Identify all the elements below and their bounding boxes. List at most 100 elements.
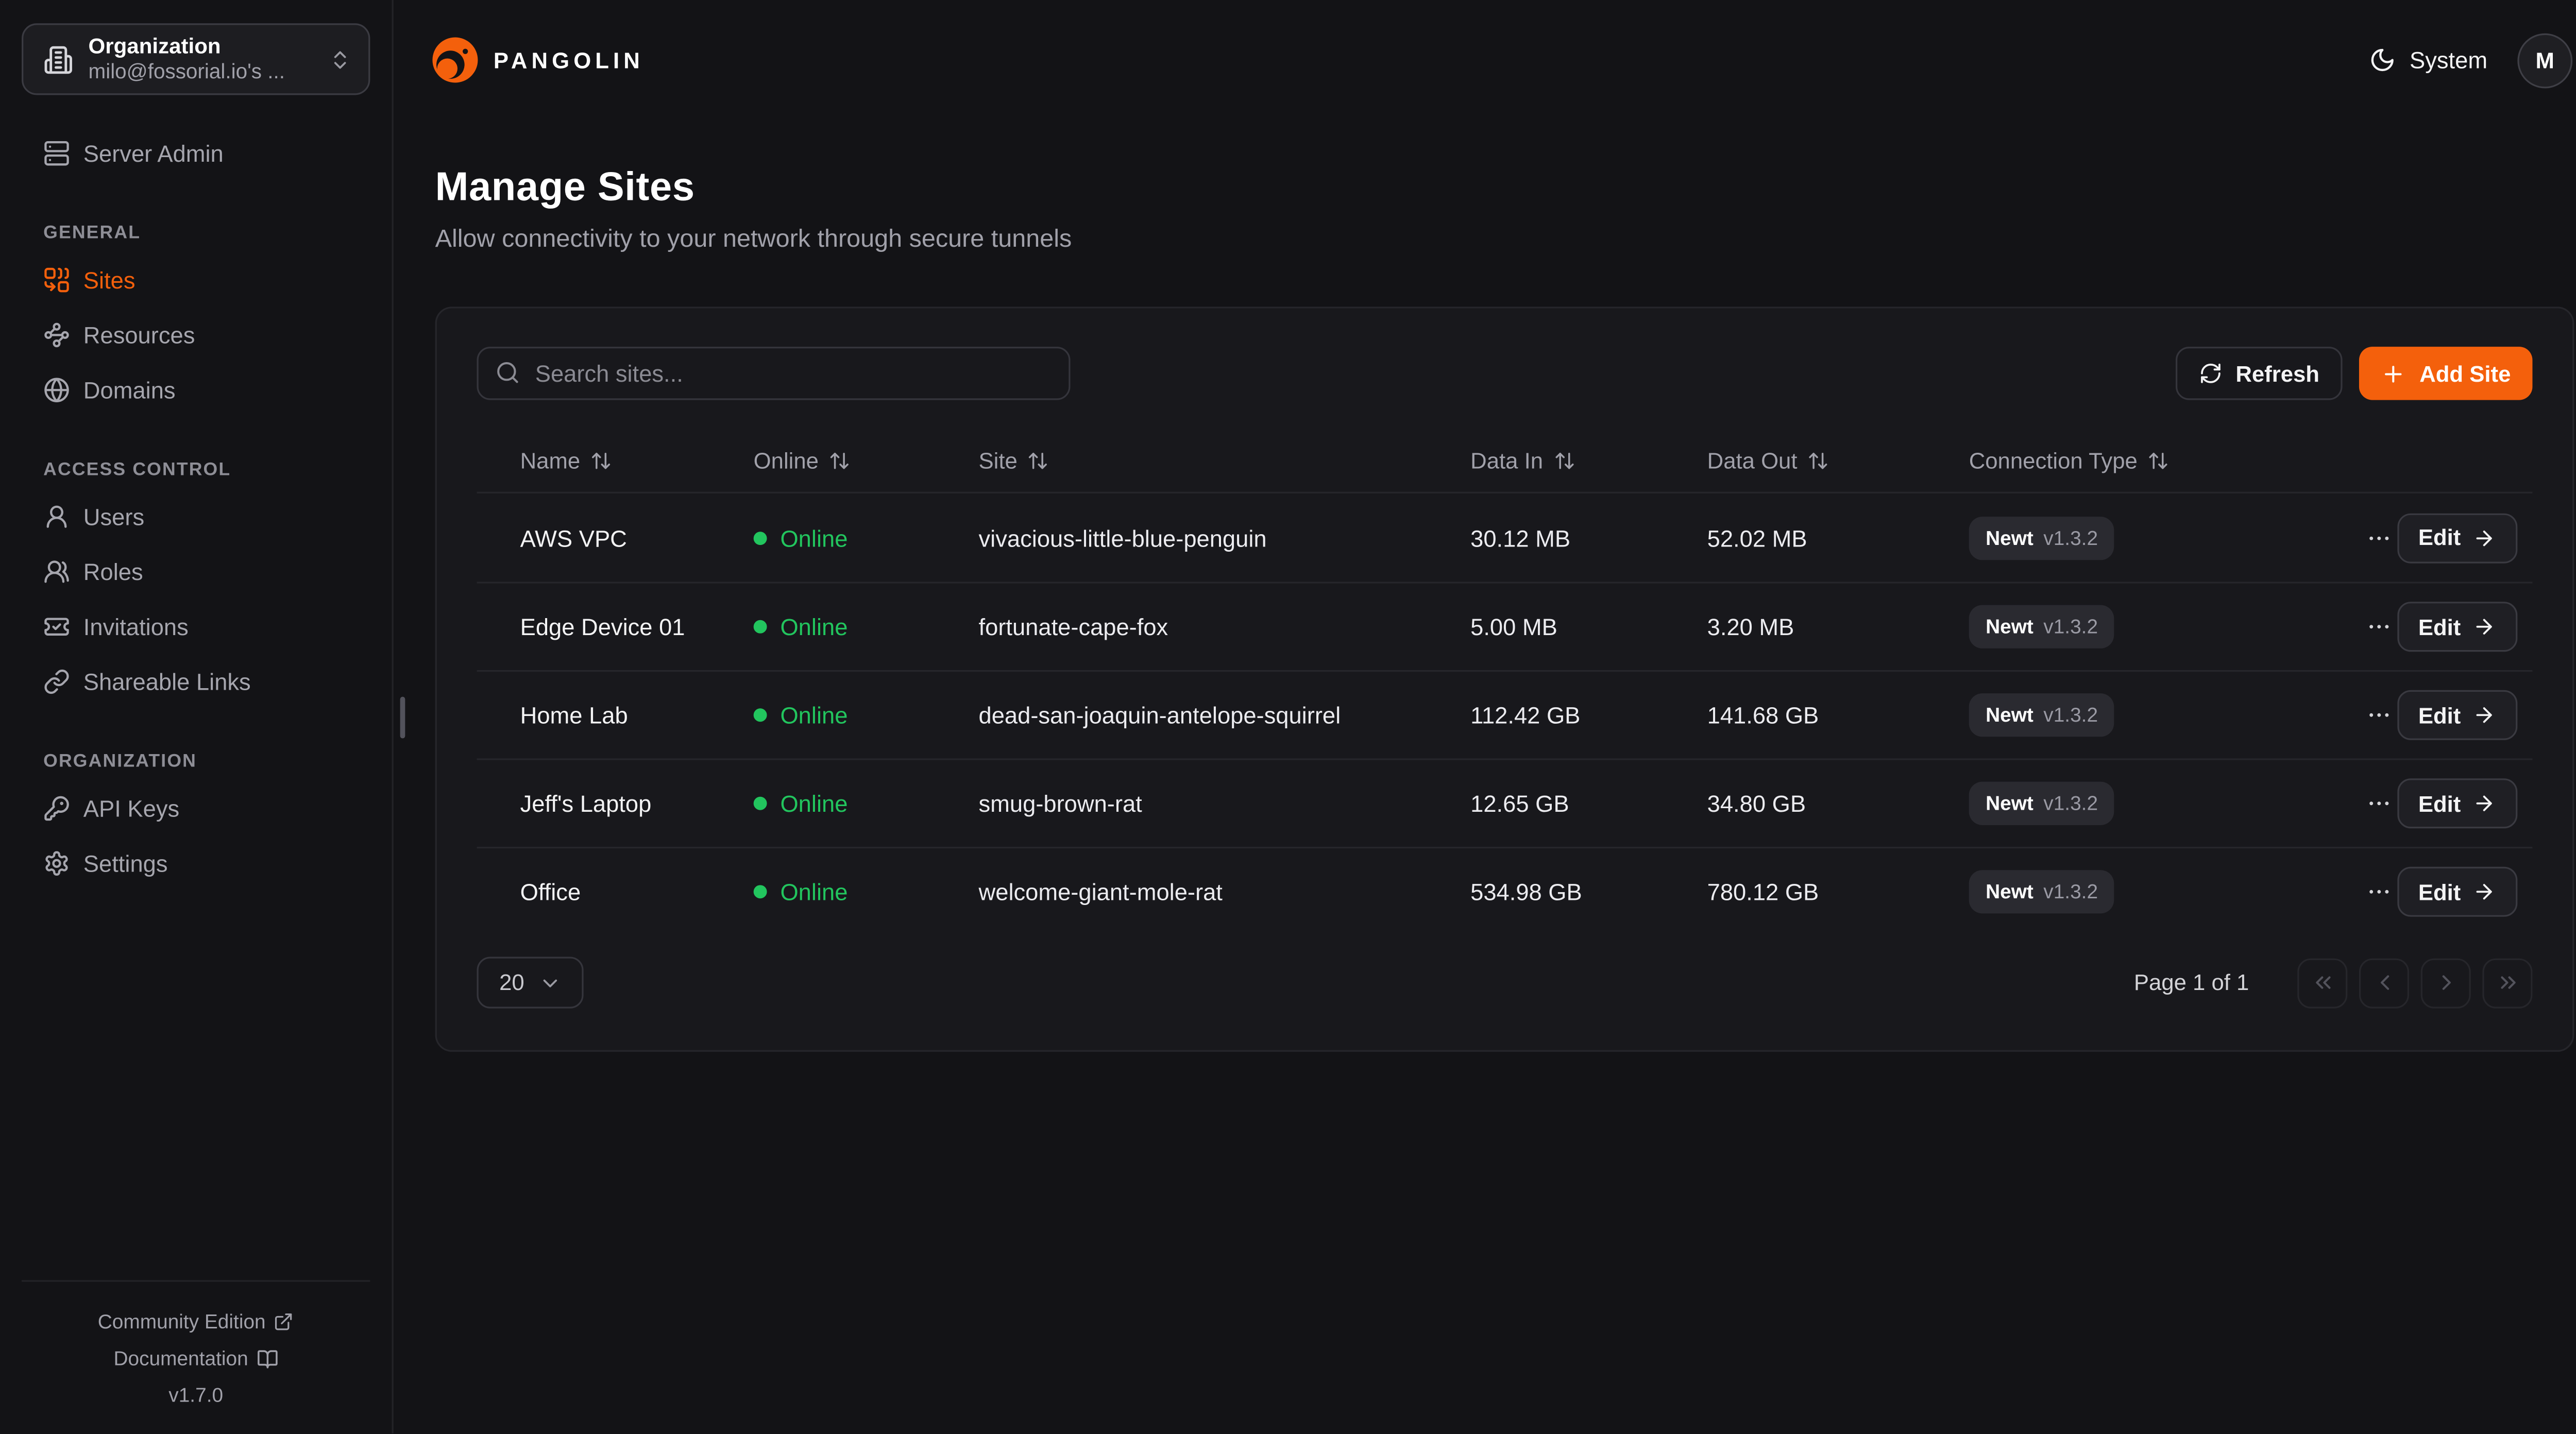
column-header-data-out[interactable]: Data Out: [1707, 448, 1969, 473]
arrow-right-icon: [2472, 526, 2496, 549]
edit-button[interactable]: Edit: [2396, 866, 2518, 917]
site-slug: welcome-giant-mole-rat: [978, 878, 1223, 906]
connection-version: v1.3.2: [2043, 525, 2098, 550]
arrow-right-icon: [2472, 792, 2496, 815]
site-slug: dead-san-joaquin-antelope-squirrel: [978, 702, 1341, 729]
sites-card: Refresh Add Site Name: [435, 306, 2574, 1052]
online-label: Online: [780, 613, 848, 640]
add-site-label: Add Site: [2419, 361, 2511, 386]
pagination: 20 Page 1 of 1: [477, 957, 2533, 1009]
theme-label: System: [2410, 46, 2488, 74]
next-page-button[interactable]: [2420, 958, 2471, 1008]
column-header-name[interactable]: Name: [520, 448, 754, 473]
row-menu-button[interactable]: [2362, 698, 2396, 732]
column-label: Data In: [1470, 448, 1544, 474]
online-label: Online: [780, 790, 848, 817]
row-menu-button[interactable]: [2362, 521, 2396, 554]
search-wrap: [477, 347, 1071, 400]
sidebar: Organization milo@fossorial.io's ... Ser…: [0, 0, 394, 1433]
edit-button[interactable]: Edit: [2396, 602, 2518, 652]
data-out: 141.68 GB: [1707, 702, 1819, 729]
page-indicator: Page 1 of 1: [2133, 970, 2249, 995]
column-label: Site: [978, 448, 1018, 474]
sidebar-item-users[interactable]: Users: [22, 497, 370, 537]
sort-icon: [2147, 450, 2169, 472]
sidebar-item-shareable-links[interactable]: Shareable Links: [22, 662, 370, 702]
site-name: AWS VPC: [520, 524, 627, 551]
sidebar-item-label: Invitations: [83, 613, 189, 640]
brand-logo[interactable]: PANGOLIN: [430, 35, 644, 85]
online-label: Online: [780, 878, 848, 906]
page-size-select[interactable]: 20: [477, 957, 584, 1009]
pagination-controls: Page 1 of 1: [2134, 958, 2533, 1008]
previous-page-button[interactable]: [2359, 958, 2410, 1008]
connection-type-badge: Newt v1.3.2: [1969, 870, 2115, 914]
column-label: Online: [753, 448, 819, 474]
table-row: AWS VPC Online vivacious-little-blue-pen…: [477, 493, 2532, 582]
row-actions: Edit: [2362, 690, 2518, 740]
sort-icon: [828, 450, 850, 472]
sidebar-resize-handle[interactable]: [400, 696, 405, 739]
column-header-online[interactable]: Online: [754, 448, 979, 473]
row-menu-button[interactable]: [2362, 875, 2396, 909]
data-out: 52.02 MB: [1707, 524, 1807, 551]
community-edition-label: Community Edition: [97, 1310, 266, 1334]
online-dot: [753, 531, 767, 544]
community-edition-link[interactable]: Community Edition: [22, 1304, 370, 1340]
sidebar-section-organization: ORGANIZATION: [43, 752, 197, 772]
table-row: Edge Device 01 Online fortunate-cape-fox…: [477, 582, 2533, 670]
row-actions: Edit: [2362, 513, 2518, 563]
table-row: Office Online welcome-giant-mole-rat 534…: [477, 846, 2533, 935]
online-dot: [753, 796, 767, 810]
edit-button[interactable]: Edit: [2396, 513, 2518, 563]
column-header-site[interactable]: Site: [979, 448, 1471, 473]
sidebar-item-api-keys[interactable]: API Keys: [22, 789, 370, 829]
last-page-button[interactable]: [2482, 958, 2533, 1008]
sidebar-item-server-admin[interactable]: Server Admin: [22, 133, 370, 174]
pangolin-logo-icon: [432, 37, 478, 83]
sort-icon: [1807, 450, 1829, 472]
add-site-button[interactable]: Add Site: [2359, 347, 2533, 400]
org-switcher-texts: Organization milo@fossorial.io's ...: [89, 32, 314, 86]
search-input[interactable]: [477, 347, 1071, 400]
column-label: Connection Type: [1969, 448, 2138, 474]
sidebar-item-resources[interactable]: Resources: [22, 315, 370, 355]
data-in: 30.12 MB: [1470, 524, 1571, 551]
column-header-data-in[interactable]: Data In: [1470, 448, 1707, 473]
data-out: 780.12 GB: [1707, 878, 1819, 906]
moon-icon: [2369, 47, 2396, 74]
theme-toggle[interactable]: System: [2369, 46, 2488, 74]
row-menu-button[interactable]: [2362, 610, 2396, 643]
edit-label: Edit: [2418, 879, 2461, 904]
connection-type-badge: Newt v1.3.2: [1969, 693, 2115, 737]
table-row: Jeff's Laptop Online smug-brown-rat 12.6…: [477, 758, 2533, 847]
column-header-connection-type[interactable]: Connection Type: [1969, 448, 2363, 473]
edit-button[interactable]: Edit: [2396, 690, 2518, 740]
combine-icon: [43, 267, 70, 294]
online-status: Online: [753, 524, 979, 551]
sidebar-item-roles[interactable]: Roles: [22, 552, 370, 592]
sidebar-item-label: Server Admin: [83, 140, 224, 167]
refresh-button[interactable]: Refresh: [2175, 347, 2343, 400]
org-switcher[interactable]: Organization milo@fossorial.io's ...: [22, 23, 370, 95]
app-version: v1.7.0: [168, 1383, 224, 1407]
sidebar-spacer: [22, 898, 370, 1280]
row-menu-button[interactable]: [2362, 787, 2396, 820]
first-page-button[interactable]: [2297, 958, 2348, 1008]
avatar[interactable]: M: [2517, 32, 2573, 88]
data-in: 12.65 GB: [1470, 790, 1569, 817]
documentation-link[interactable]: Documentation: [22, 1340, 370, 1377]
refresh-label: Refresh: [2235, 361, 2320, 386]
arrow-right-icon: [2472, 880, 2496, 903]
sidebar-item-invitations[interactable]: Invitations: [22, 607, 370, 647]
edit-button[interactable]: Edit: [2396, 778, 2518, 829]
sort-icon: [1027, 450, 1049, 472]
ellipsis-icon: [2366, 702, 2393, 728]
chevrons-right-icon: [2495, 970, 2520, 995]
site-name: Home Lab: [520, 702, 628, 729]
connection-type-badge: Newt v1.3.2: [1969, 781, 2115, 825]
sidebar-item-settings[interactable]: Settings: [22, 843, 370, 883]
sidebar-item-domains[interactable]: Domains: [22, 370, 370, 410]
sidebar-item-sites[interactable]: Sites: [22, 260, 370, 300]
connection-type-badge: Newt v1.3.2: [1969, 605, 2115, 648]
